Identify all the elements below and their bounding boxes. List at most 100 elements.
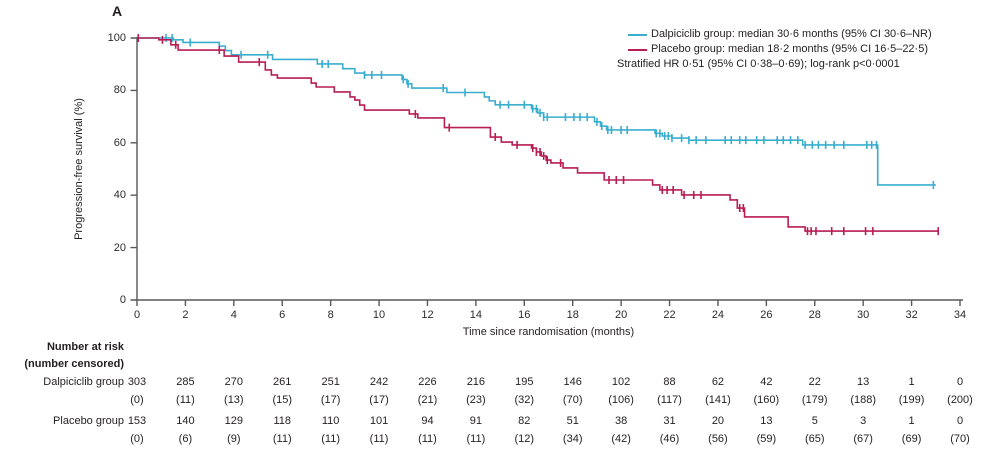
risk-value: 303 — [127, 376, 147, 388]
risk-censored-value: (0) — [130, 433, 144, 445]
x-tick-label: 4 — [230, 309, 237, 321]
risk-value: 195 — [515, 376, 534, 388]
risk-value: 0 — [956, 415, 964, 427]
risk-censored-value: (42) — [611, 433, 631, 445]
censor-marks-placebo — [137, 34, 940, 236]
x-axis-title: Time since randomisation (months) — [462, 326, 635, 338]
risk-value: 118 — [273, 415, 291, 427]
placebo-line-swatch — [628, 48, 647, 51]
risk-censored-value: (11) — [272, 433, 292, 445]
risk-censored-value: (34) — [562, 433, 583, 445]
legend-label: Placebo group: median 18·2 months (95% C… — [651, 43, 928, 55]
risk-value: 216 — [466, 376, 486, 388]
risk-value: 42 — [760, 376, 773, 388]
x-tick-label: 6 — [279, 309, 286, 321]
risk-censored-value: (9) — [227, 433, 241, 445]
risk-value: 82 — [518, 415, 531, 427]
legend-item-placebo: Placebo group: median 18·2 months (95% C… — [617, 42, 932, 57]
risk-censored-value: (0) — [130, 394, 144, 406]
censor-marks-dalpiciclib — [165, 34, 935, 189]
axis-lines — [135, 37, 963, 301]
risk-value: 226 — [418, 376, 437, 388]
risk-censored-value: (188) — [850, 394, 877, 406]
y-tick-label: 80 — [113, 84, 126, 97]
risk-censored-value: (106) — [608, 394, 634, 406]
risk-censored-value: (6) — [178, 433, 193, 445]
risk-value: 1 — [908, 376, 915, 388]
risk-value: 101 — [369, 415, 389, 427]
risk-value: 22 — [808, 376, 821, 388]
risk-censored-value: (70) — [562, 394, 583, 406]
risk-censored-value: (13) — [224, 394, 244, 406]
risk-row-label-placebo: Placebo group — [53, 415, 124, 427]
risk-value: 38 — [614, 415, 628, 427]
risk-censored-value: (160) — [753, 394, 780, 406]
y-axis-title: Progression-free survival (%) — [73, 98, 85, 240]
x-tick-label: 28 — [808, 309, 821, 321]
x-tick-label: 12 — [421, 309, 434, 321]
legend-label: Dalpiciclib group: median 30·6 months (9… — [651, 28, 932, 40]
risk-censored-value: (23) — [466, 394, 486, 406]
risk-value: 91 — [469, 415, 482, 427]
risk-value: 62 — [711, 376, 725, 388]
risk-censored-value: (11) — [176, 394, 195, 406]
risk-value: 51 — [566, 415, 579, 427]
risk-value: 31 — [663, 415, 676, 427]
axis-tick-marks — [130, 37, 961, 306]
risk-censored-value: (21) — [417, 394, 438, 406]
risk-censored-value: (200) — [947, 394, 973, 406]
risk-censored-value: (117) — [657, 394, 682, 406]
risk-censored-value: (59) — [756, 433, 777, 445]
risk-value: 0 — [956, 376, 964, 388]
risk-censored-value: (70) — [950, 433, 970, 445]
x-tick-label: 32 — [905, 309, 918, 321]
x-tick-label: 16 — [518, 309, 531, 321]
panel-label: A — [112, 3, 123, 19]
x-tick-label: 26 — [760, 309, 773, 321]
risk-value: 13 — [857, 376, 870, 388]
x-tick-label: 24 — [711, 309, 725, 321]
risk-value: 1 — [908, 415, 915, 427]
legend: Dalpiciclib group: median 30·6 months (9… — [617, 27, 932, 72]
risk-value: 110 — [321, 415, 340, 427]
risk-censored-value: (17) — [369, 394, 389, 406]
risk-censored-value: (11) — [418, 433, 437, 445]
risk-value: 13 — [760, 415, 773, 427]
risk-value: 270 — [224, 376, 243, 388]
risk-censored-value: (199) — [898, 394, 925, 406]
risk-censored-value: (32) — [514, 394, 535, 406]
km-curve-placebo — [137, 37, 939, 232]
legend-stat-note: Stratified HR 0·51 (95% CI 0·38–0·69); l… — [617, 58, 900, 70]
risk-table-subheader: (number censored) — [24, 358, 124, 370]
x-tick-label: 18 — [566, 309, 579, 321]
x-tick-label: 0 — [133, 309, 141, 321]
risk-value: 153 — [127, 415, 147, 427]
x-tick-label: 10 — [372, 309, 386, 321]
risk-table-header: Number at risk — [46, 341, 124, 353]
risk-value: 102 — [611, 376, 631, 388]
risk-value: 20 — [711, 415, 725, 427]
risk-value: 285 — [176, 376, 195, 388]
y-tick-label: 100 — [107, 32, 126, 44]
risk-value: 3 — [860, 415, 867, 427]
risk-value: 88 — [663, 376, 676, 388]
y-tick-label: 40 — [113, 189, 126, 202]
risk-censored-value: (56) — [708, 433, 728, 445]
risk-censored-value: (11) — [369, 433, 389, 445]
x-tick-label: 14 — [469, 309, 482, 321]
risk-censored-value: (67) — [853, 433, 873, 445]
risk-value: 94 — [421, 415, 434, 427]
legend-item-dalpiciclib: Dalpiciclib group: median 30·6 months (9… — [617, 27, 932, 42]
risk-value: 251 — [321, 376, 340, 388]
risk-censored-value: (15) — [272, 394, 293, 406]
risk-value: 146 — [563, 376, 582, 388]
risk-censored-value: (11) — [466, 433, 486, 445]
risk-censored-value: (65) — [804, 433, 825, 445]
risk-censored-value: (11) — [321, 433, 341, 445]
x-tick-label: 22 — [663, 309, 676, 321]
risk-censored-value: (17) — [320, 394, 341, 406]
risk-value: 140 — [176, 415, 195, 427]
risk-value: 5 — [811, 415, 818, 427]
risk-value: 129 — [224, 415, 243, 427]
